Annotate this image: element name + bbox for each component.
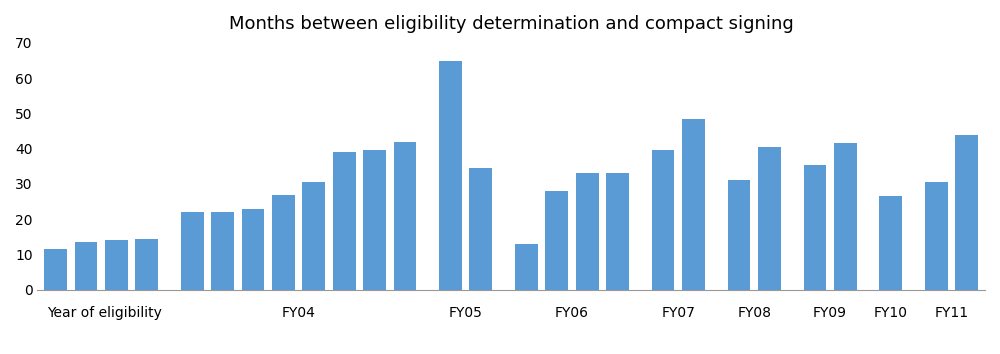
Bar — [758, 147, 781, 290]
Bar — [804, 165, 826, 290]
Bar — [135, 239, 158, 290]
Bar — [105, 240, 128, 290]
Text: FY10: FY10 — [874, 306, 908, 320]
Bar — [333, 152, 356, 290]
Bar — [272, 195, 295, 290]
Bar — [363, 150, 386, 290]
Bar — [879, 196, 902, 290]
Bar — [955, 135, 978, 290]
Bar — [515, 244, 538, 290]
Bar — [545, 191, 568, 290]
Bar — [302, 182, 325, 290]
Bar — [682, 119, 705, 290]
Bar — [242, 209, 264, 290]
Bar — [44, 249, 67, 290]
Text: Year of eligibility: Year of eligibility — [47, 306, 161, 320]
Text: FY04: FY04 — [282, 306, 316, 320]
Bar — [439, 61, 462, 290]
Bar — [75, 242, 97, 290]
Text: FY07: FY07 — [661, 306, 695, 320]
Bar — [181, 212, 204, 290]
Bar — [394, 142, 416, 290]
Bar — [652, 150, 674, 290]
Title: Months between eligibility determination and compact signing: Months between eligibility determination… — [229, 15, 794, 33]
Bar — [834, 143, 857, 290]
Bar — [469, 168, 492, 290]
Text: FY05: FY05 — [449, 306, 483, 320]
Bar — [925, 182, 948, 290]
Text: FY09: FY09 — [813, 306, 847, 320]
Bar — [576, 173, 599, 290]
Text: FY08: FY08 — [737, 306, 771, 320]
Bar — [211, 212, 234, 290]
Bar — [728, 181, 750, 290]
Text: FY11: FY11 — [935, 306, 969, 320]
Bar — [606, 173, 629, 290]
Text: FY06: FY06 — [555, 306, 589, 320]
